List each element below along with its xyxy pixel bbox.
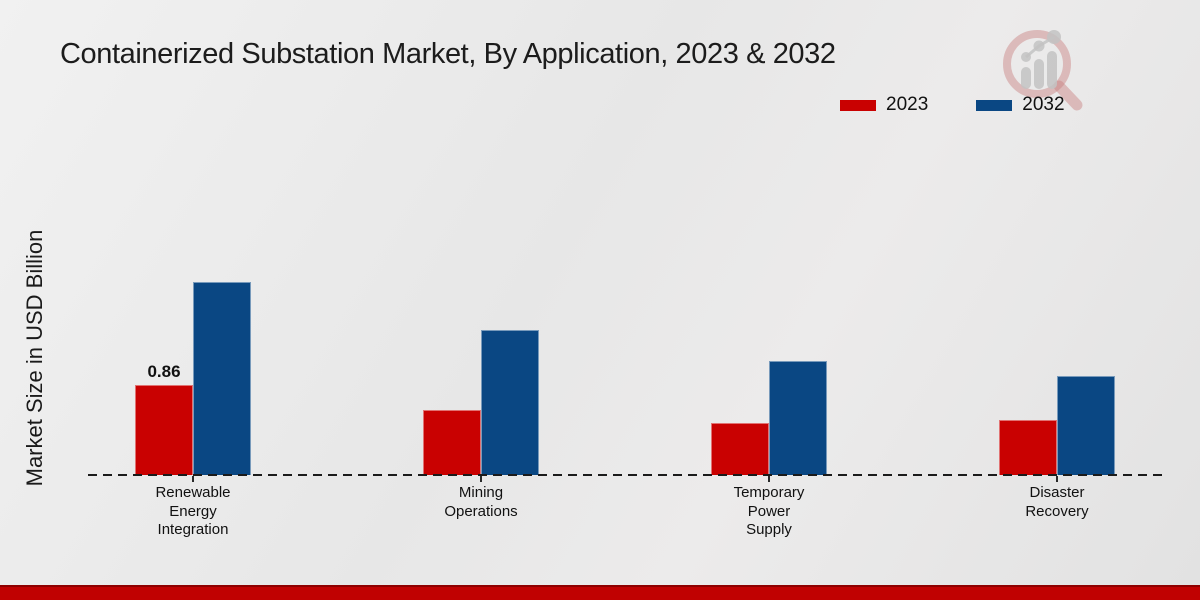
x-axis-baseline xyxy=(88,474,1164,476)
bar-2023-disaster-recovery xyxy=(999,419,1057,475)
x-axis-tick xyxy=(480,476,482,482)
legend-item-2032: 2032 xyxy=(976,94,1065,116)
chart-title: Containerized Substation Market, By Appl… xyxy=(60,38,836,70)
legend-label-2032: 2032 xyxy=(1022,94,1065,115)
bar-2023-renewable-energy-integration xyxy=(135,385,193,475)
bar-2032-renewable-energy-integration xyxy=(193,282,251,475)
bar-2032-mining-operations xyxy=(481,329,539,475)
category-label-mining-operations: Mining Operations xyxy=(444,484,518,520)
legend: 2023 2032 xyxy=(840,94,1065,116)
legend-swatch-2023 xyxy=(840,99,876,111)
category-label-renewable-energy-integration: Renewable Energy Integration xyxy=(155,484,231,538)
legend-label-2023: 2023 xyxy=(886,94,929,115)
x-axis-tick xyxy=(192,476,194,482)
footer-accent-bar xyxy=(0,585,1200,600)
bar-2023-temporary-power-supply xyxy=(711,422,769,475)
bar-2032-disaster-recovery xyxy=(1057,375,1115,475)
x-axis-tick xyxy=(1056,476,1058,482)
category-label-disaster-recovery: Disaster Recovery xyxy=(1025,484,1089,520)
magnifier-bar-chart-logo-icon xyxy=(1003,30,1083,111)
x-axis-tick xyxy=(768,476,770,482)
legend-swatch-2032 xyxy=(976,99,1013,111)
category-label-temporary-power-supply: Temporary Power Supply xyxy=(733,484,805,538)
bar-value-label: 0.86 xyxy=(147,362,181,381)
bar-2023-mining-operations xyxy=(423,410,481,475)
bar-2032-temporary-power-supply xyxy=(769,360,827,475)
legend-item-2023: 2023 xyxy=(840,94,928,116)
